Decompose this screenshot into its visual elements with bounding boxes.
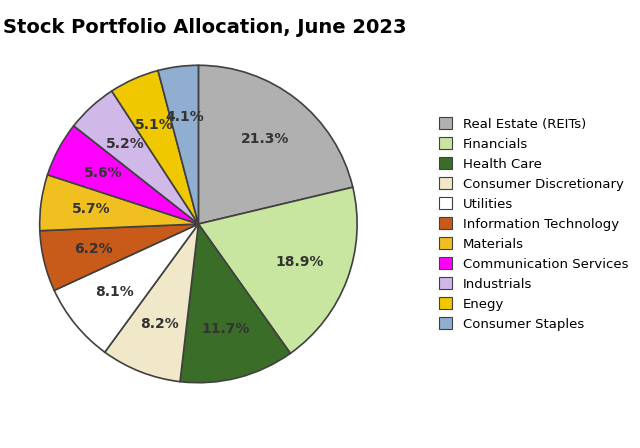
Wedge shape	[158, 65, 198, 224]
Wedge shape	[74, 91, 198, 224]
Wedge shape	[54, 224, 198, 352]
Wedge shape	[40, 224, 198, 290]
Text: 6.2%: 6.2%	[74, 242, 113, 256]
Wedge shape	[47, 126, 198, 224]
Text: 5.2%: 5.2%	[106, 138, 145, 151]
Text: 4.1%: 4.1%	[165, 110, 204, 124]
Text: 8.2%: 8.2%	[140, 318, 179, 332]
Text: 5.7%: 5.7%	[72, 202, 111, 216]
Text: 11.7%: 11.7%	[201, 322, 250, 336]
Text: 5.6%: 5.6%	[84, 166, 122, 180]
Wedge shape	[40, 175, 198, 231]
Wedge shape	[180, 224, 291, 383]
Text: 21.3%: 21.3%	[241, 132, 289, 146]
Text: 5.1%: 5.1%	[135, 118, 174, 132]
Wedge shape	[105, 224, 198, 382]
Wedge shape	[198, 65, 353, 224]
Text: 8.1%: 8.1%	[95, 285, 134, 299]
Wedge shape	[112, 70, 198, 224]
Wedge shape	[198, 187, 357, 353]
Legend: Real Estate (REITs), Financials, Health Care, Consumer Discretionary, Utilities,: Real Estate (REITs), Financials, Health …	[435, 113, 632, 335]
Text: 18.9%: 18.9%	[275, 255, 324, 269]
Text: Stock Portfolio Allocation, June 2023: Stock Portfolio Allocation, June 2023	[3, 18, 406, 37]
